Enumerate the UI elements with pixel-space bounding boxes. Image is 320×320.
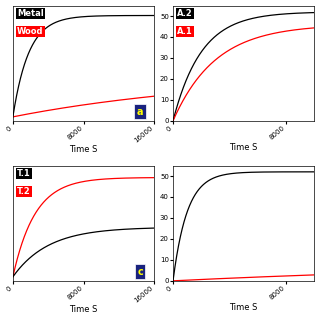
X-axis label: Time S: Time S (69, 306, 98, 315)
Text: T.1: T.1 (17, 169, 31, 178)
Text: Wood: Wood (17, 28, 44, 36)
Text: T.2: T.2 (17, 188, 31, 196)
Text: A.2: A.2 (177, 9, 193, 18)
X-axis label: Time S: Time S (229, 302, 258, 312)
X-axis label: Time S: Time S (69, 146, 98, 155)
Text: c: c (137, 267, 143, 276)
Text: Metal: Metal (17, 9, 44, 18)
Text: A.1: A.1 (177, 28, 193, 36)
Text: a: a (137, 107, 143, 116)
X-axis label: Time S: Time S (229, 142, 258, 152)
